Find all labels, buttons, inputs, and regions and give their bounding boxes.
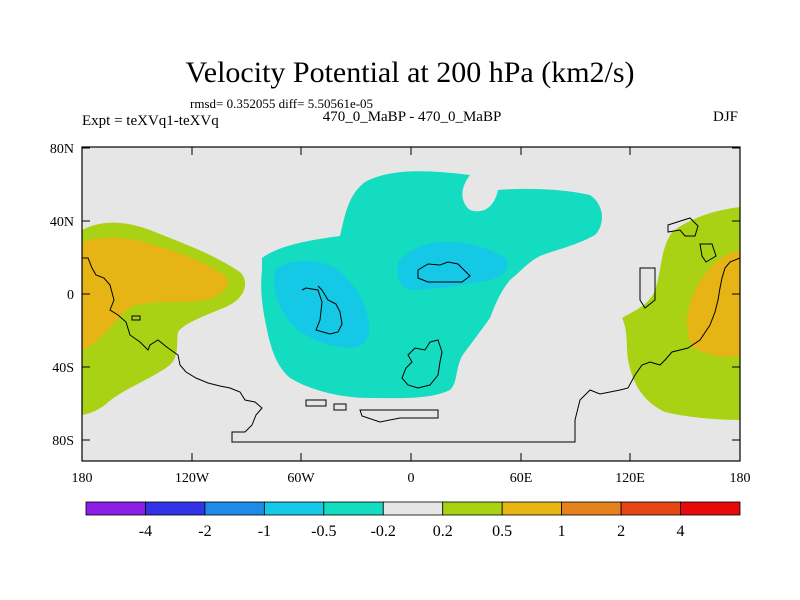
season-label: DJF — [713, 109, 738, 125]
lon-label-120e: 120E — [615, 471, 645, 486]
lat-ticks — [82, 147, 740, 441]
colorbar-label: 0.2 — [433, 523, 453, 540]
antarctica-islands-outline — [305, 399, 439, 423]
colorbar-swatch — [442, 501, 503, 516]
colorbar-swatch — [680, 501, 741, 516]
lon-ticks — [81, 147, 741, 461]
colorbar-label: 1 — [558, 523, 566, 540]
lat-label-40n: 40N — [50, 215, 74, 230]
colorbar-swatch — [620, 501, 681, 516]
positive-region-east — [622, 207, 740, 420]
lon-axis: 180 120W 60W 0 60E 120E 180 — [72, 147, 751, 486]
south-america-outline — [301, 285, 343, 335]
lat-label-80s: 80S — [52, 434, 74, 449]
case-label: 470_0_MaBP - 470_0_MaBP — [323, 109, 502, 125]
lon-label-60w: 60W — [287, 471, 315, 486]
lat-label-0: 0 — [67, 288, 74, 303]
continent-outlines — [82, 217, 740, 443]
negative-core-africa — [397, 241, 508, 291]
colorbar-label: -4 — [139, 523, 152, 540]
asia-outline — [639, 217, 717, 309]
colorbar-label: 2 — [617, 523, 625, 540]
southern-africa-outline — [401, 339, 443, 389]
small-island-outline — [131, 315, 141, 321]
lon-label-0: 0 — [408, 471, 415, 486]
lat-label-40s: 40S — [52, 361, 74, 376]
central-america-outline — [82, 257, 740, 443]
africa-outline — [417, 261, 471, 283]
stats-label: rmsd= 0.352055 diff= 5.50561e-05 — [190, 96, 373, 111]
positive-core-west — [82, 237, 228, 350]
lat-label-80n: 80N — [50, 142, 74, 157]
colorbar-swatch — [501, 501, 563, 516]
lon-label-120w: 120W — [175, 471, 210, 486]
colorbar-label: 0.5 — [492, 523, 512, 540]
colorbar-swatch — [145, 501, 206, 516]
positive-core-east — [686, 250, 740, 357]
colorbar-swatch — [561, 501, 622, 516]
colorbar-label: 4 — [677, 523, 685, 540]
colorbar-label: -0.2 — [371, 523, 396, 540]
colorbar-swatch — [263, 501, 325, 516]
colorbar-swatch — [382, 501, 444, 516]
colorbar-label: -2 — [198, 523, 211, 540]
experiment-label: Expt = teXVq1-teXVq — [82, 113, 219, 129]
colorbar-swatch — [323, 501, 384, 516]
colorbar-label: -0.5 — [311, 523, 336, 540]
lon-label-180e: 180 — [730, 471, 751, 486]
colorbar-label: -1 — [258, 523, 271, 540]
figure-title: Velocity Potential at 200 hPa (km2/s) — [185, 56, 634, 89]
lat-axis: 80N 40N 0 40S 80S — [50, 142, 740, 449]
colorbar: -4 -2 -1 -0.5 -0.2 0.2 0.5 1 2 4 — [85, 501, 741, 540]
lon-label-60e: 60E — [510, 471, 533, 486]
map-plot-area — [82, 147, 740, 461]
colorbar-swatch — [85, 501, 146, 516]
lon-label-180w: 180 — [72, 471, 93, 486]
colorbar-swatch — [204, 501, 265, 516]
